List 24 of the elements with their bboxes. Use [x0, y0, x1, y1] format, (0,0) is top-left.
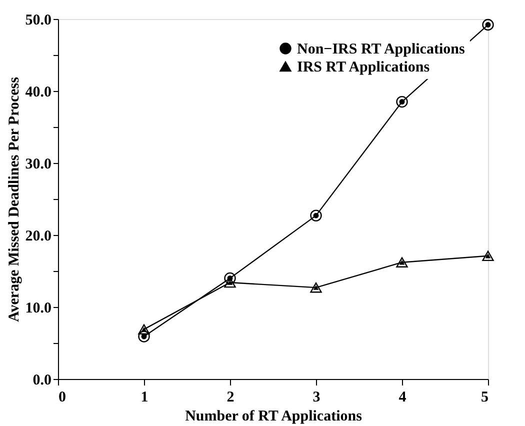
- x-tick-label: 4: [398, 390, 407, 406]
- y-tick-label: 10.0: [25, 300, 52, 316]
- y-tick-label: 40.0: [25, 84, 52, 100]
- point: [138, 324, 150, 334]
- point: [396, 96, 408, 108]
- point: [482, 18, 494, 31]
- x-axis-title: Number of RT Applications: [185, 408, 362, 424]
- point: [310, 210, 322, 222]
- legend-label: Non−IRS RT Applications: [297, 42, 465, 58]
- y-tick-label: 30.0: [25, 156, 52, 172]
- y-tick-label: 0.0: [32, 372, 52, 388]
- point: [396, 257, 408, 268]
- x-tick-label: 3: [312, 390, 320, 406]
- legend-label: IRS RT Applications: [297, 60, 430, 76]
- x-tick-label: 0: [58, 390, 66, 406]
- x-tick-label: 5: [481, 390, 488, 406]
- x-tick-label: 2: [226, 390, 234, 406]
- y-axis-title: Average Missed Deadlines Per Process: [6, 76, 22, 322]
- y-tick-label: 50.0: [25, 12, 52, 28]
- point: [138, 330, 150, 342]
- point: [482, 250, 494, 262]
- y-tick-label: 20.0: [25, 228, 52, 244]
- point: [310, 282, 322, 293]
- x-tick-label: 1: [140, 390, 148, 406]
